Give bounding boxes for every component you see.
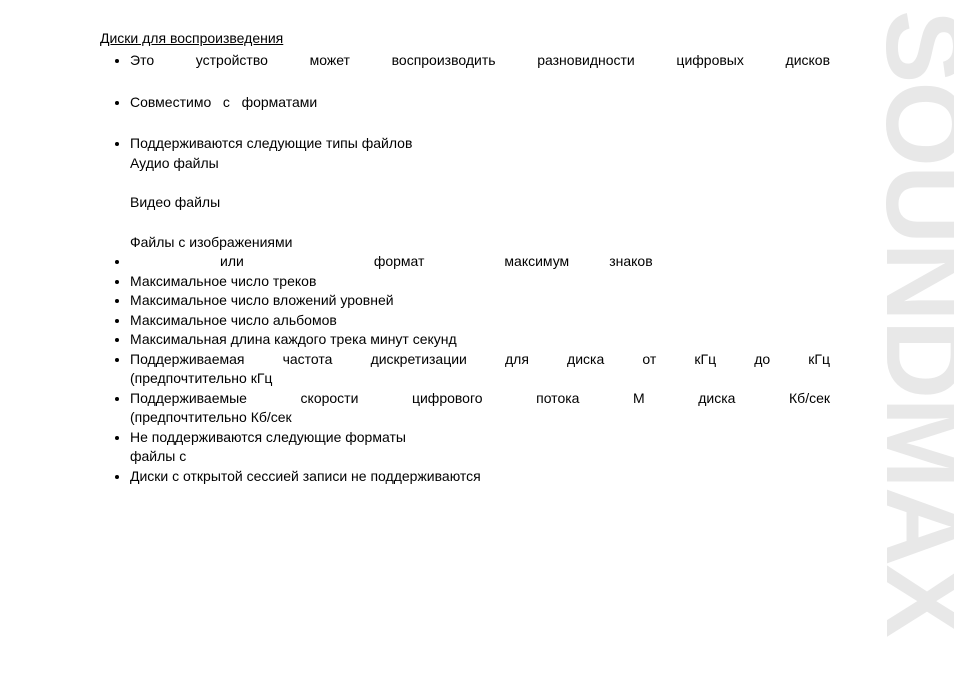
list-item: Поддерживаемые скорости цифрового потока… [130, 390, 834, 427]
text-line: илиформатмаксимумзнаков [130, 253, 653, 269]
section-heading: Диски для воспроизведения [100, 30, 834, 46]
text-subline: (предпочтительно Кб/сек [130, 409, 834, 427]
text-line: Не поддерживаются следующие форматы [130, 429, 406, 445]
list-item: илиформатмаксимумзнаков [130, 253, 834, 271]
text-subline: (предпочтительно кГц [130, 370, 834, 388]
document-body: Диски для воспроизведения Это устройство… [0, 0, 954, 485]
list-item: Поддерживаются следующие типы файлов Ауд… [130, 135, 834, 251]
text-line: Максимальное число вложений уровней [130, 292, 394, 308]
list-item: Это устройство может воспроизводить разн… [130, 52, 834, 70]
list-item: Диски с открытой сессией записи не подде… [130, 468, 834, 486]
list-item: Максимальное число треков [130, 273, 834, 291]
text-line: Максимальная длина каждого трека минут с… [130, 331, 457, 347]
text-subline: файлы с [130, 448, 834, 466]
list-item: Поддерживаемая частота дискретизации для… [130, 351, 834, 388]
text-line: Поддерживаемая частота дискретизации для… [130, 351, 830, 369]
text-subline: Видео файлы [130, 194, 834, 212]
list-item: Не поддерживаются следующие форматы файл… [130, 429, 834, 466]
text-line: Максимальное число треков [130, 273, 316, 289]
list-item: Максимальное число альбомов [130, 312, 834, 330]
text-line: Максимальное число альбомов [130, 312, 337, 328]
list-item: Совместимо с форматами [130, 94, 834, 112]
text-line: Это устройство может воспроизводить разн… [130, 52, 830, 70]
text-line: Совместимо с форматами [130, 94, 317, 110]
bullet-list: Это устройство может воспроизводить разн… [100, 52, 834, 485]
text-subline: Файлы с изображениями [130, 234, 834, 252]
text-line: Поддерживаемые скорости цифрового потока… [130, 390, 830, 408]
text-subline: Аудио файлы [130, 155, 834, 173]
list-item: Максимальное число вложений уровней [130, 292, 834, 310]
text-line: Поддерживаются следующие типы файлов [130, 135, 412, 151]
list-item: Максимальная длина каждого трека минут с… [130, 331, 834, 349]
text-line: Диски с открытой сессией записи не подде… [130, 468, 481, 484]
